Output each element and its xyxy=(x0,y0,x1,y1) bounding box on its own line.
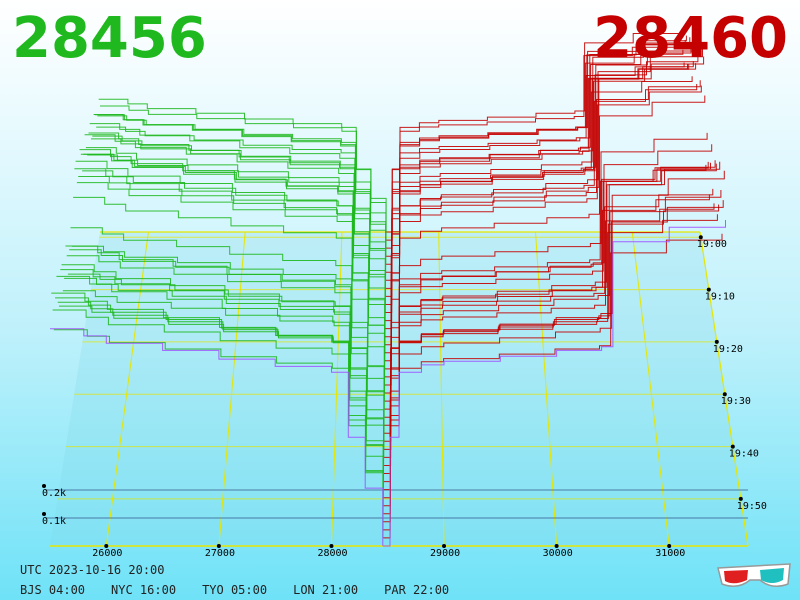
bid-depth-slice-13 xyxy=(83,153,386,337)
price-tick-label-2: 28000 xyxy=(317,548,347,559)
tz-nyc: NYC 16:00 xyxy=(111,583,177,597)
tz-tyo: TYO 05:00 xyxy=(202,583,268,597)
volume-tick-label-1: 0.2k xyxy=(42,488,66,499)
timezone-row: BJS 04:00 NYC 16:00 TYO 05:00 LON 21:00 PAR … xyxy=(20,580,475,600)
volume-guides xyxy=(45,489,748,519)
price-tick-mark-1 xyxy=(216,544,221,548)
ask-price: 28460 xyxy=(593,6,788,71)
bid-depth-slice-39 xyxy=(50,328,384,546)
time-tick-mark-1 xyxy=(706,287,711,292)
price-tick-label-3: 29000 xyxy=(430,548,460,559)
time-tick-label-3: 19:30 xyxy=(721,396,751,407)
bid-depth-slice-21 xyxy=(73,196,385,402)
time-tick-label-4: 19:40 xyxy=(729,449,759,460)
bid-depth-slice-12 xyxy=(84,134,386,329)
price-tick-mark-2 xyxy=(329,544,334,548)
3d-glasses-icon[interactable] xyxy=(714,558,794,592)
bid-depth-slice-38 xyxy=(51,292,384,538)
time-tick-label-0: 19:00 xyxy=(697,239,727,250)
bid-depth-slice-27 xyxy=(65,245,385,450)
bid-depth-slice-24 xyxy=(69,249,385,426)
bid-depth-slice-20 xyxy=(74,168,385,393)
tz-bjs: BJS 04:00 xyxy=(20,583,86,597)
grid-line-price-5 xyxy=(631,231,670,547)
bid-depth-slice-35 xyxy=(55,297,384,514)
price-tick-mark-5 xyxy=(667,544,672,548)
grid-border-1 xyxy=(699,231,749,547)
bid-depth-slice-2 xyxy=(97,115,387,249)
axis-ticks: 26000 27000 28000 29000 30000 31000 19:00 19:10… xyxy=(42,235,767,559)
time-tick-mark-5 xyxy=(738,496,743,501)
price-tick-label-4: 30000 xyxy=(543,548,573,559)
bid-depth-slice-16 xyxy=(79,149,386,361)
volume-tick-mark-0 xyxy=(42,512,46,516)
bid-depth-slice-30 xyxy=(61,264,384,474)
bid-depth-slice-19 xyxy=(75,160,385,385)
time-tick-label-2: 19:20 xyxy=(713,344,743,355)
grid-line-price-4 xyxy=(534,231,558,547)
time-tick-label-5: 19:50 xyxy=(737,501,767,512)
time-tick-mark-4 xyxy=(730,444,735,449)
grid-line-price-1 xyxy=(218,231,246,547)
price-tick-mark-3 xyxy=(442,544,447,548)
bid-depth-slice-8 xyxy=(89,123,386,297)
volume-tick-label-0: 0.1k xyxy=(42,516,66,527)
price-tick-label-0: 26000 xyxy=(92,548,122,559)
timezone-panel: UTC 2023-10-16 20:00 BJS 04:00 NYC 16:00 T… xyxy=(20,560,475,600)
bid-depth-slice-4 xyxy=(94,114,387,265)
price-tick-mark-4 xyxy=(554,544,559,548)
ask-depth-curves xyxy=(383,28,726,547)
price-tick-label-5: 31000 xyxy=(655,548,685,559)
time-tick-mark-2 xyxy=(714,339,719,344)
bid-depth-slice-6 xyxy=(92,135,387,281)
price-tick-mark-0 xyxy=(104,544,109,548)
bid-depth-slice-23 xyxy=(70,227,385,418)
tz-par: PAR 22:00 xyxy=(384,583,450,597)
time-tick-label-1: 19:10 xyxy=(705,292,735,303)
bid-depth-curves xyxy=(50,98,387,546)
time-tick-mark-0 xyxy=(698,235,703,240)
ask-depth-slice-39 xyxy=(383,220,726,547)
tz-lon: LON 21:00 xyxy=(293,583,359,597)
volume-tick-mark-1 xyxy=(42,484,46,488)
bid-depth-slice-31 xyxy=(60,269,384,482)
bid-depth-slice-1 xyxy=(98,98,387,241)
bid-price: 28456 xyxy=(12,6,207,71)
utc-time: UTC 2023-10-16 20:00 xyxy=(20,563,165,577)
price-tick-label-1: 27000 xyxy=(205,548,235,559)
bid-depth-slice-9 xyxy=(88,132,386,305)
time-tick-mark-3 xyxy=(722,392,727,397)
bid-depth-slice-34 xyxy=(56,275,384,506)
grid-line-price-3 xyxy=(438,231,445,547)
bid-depth-slice-28 xyxy=(64,277,385,458)
bid-depth-slice-5 xyxy=(93,114,387,273)
